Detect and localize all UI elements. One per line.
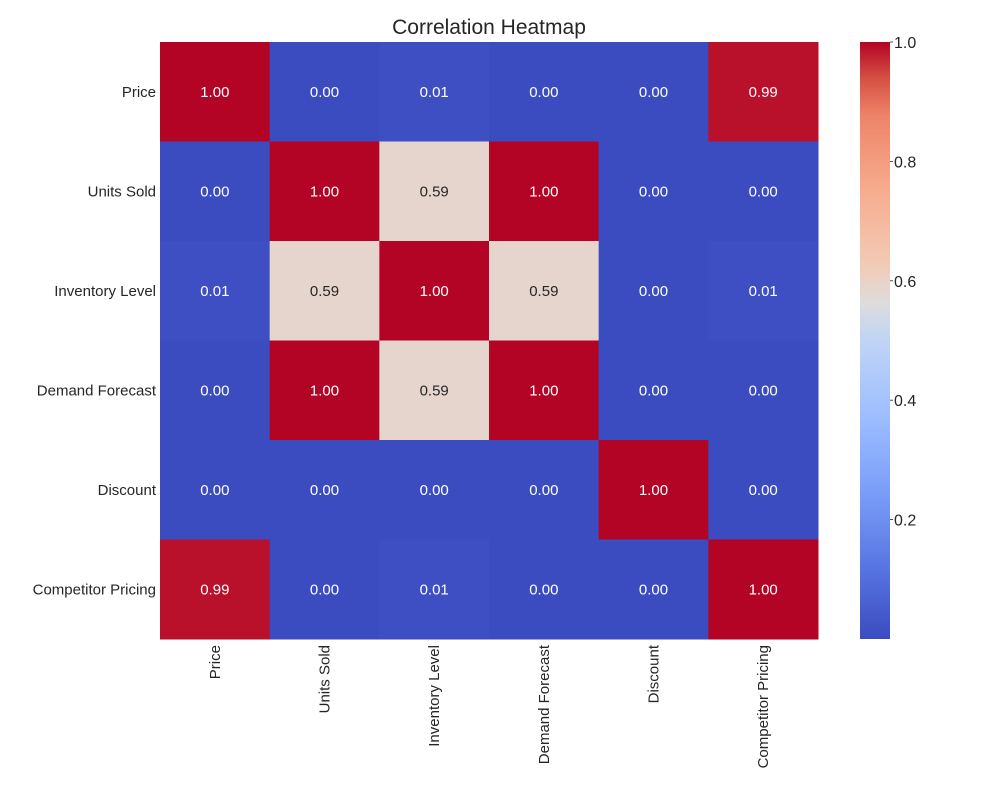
- heatmap-cell: [489, 440, 600, 540]
- heatmap-cell-value: 1.00: [749, 581, 778, 598]
- heatmap-cell: [489, 141, 600, 242]
- heatmap-cell-value: 0.00: [749, 382, 778, 399]
- heatmap-cell-value: 1.00: [639, 482, 668, 499]
- heatmap-cell: [269, 42, 380, 142]
- y-tick-label: Price: [122, 84, 156, 101]
- colorbar: [860, 42, 890, 639]
- heatmap-cell-value: 0.00: [420, 482, 449, 499]
- heatmap-cell-value: 0.00: [310, 84, 339, 101]
- colorbar-tick-label: 0.2: [894, 513, 916, 530]
- heatmap-cell-value: 0.00: [639, 382, 668, 399]
- heatmap-cell-value: 1.00: [310, 382, 339, 399]
- heatmap-cell-value: 0.00: [310, 581, 339, 598]
- colorbar-tick-label: 0.4: [894, 393, 916, 410]
- heatmap-cell-value: 0.01: [200, 283, 229, 300]
- heatmap-cell-value: 0.00: [639, 581, 668, 598]
- heatmap-cell: [598, 42, 709, 142]
- heatmap-cell: [160, 440, 271, 540]
- y-tick-label: Discount: [98, 482, 157, 499]
- heatmap-cell: [379, 141, 490, 242]
- heatmap-cell-value: 1.00: [529, 382, 558, 399]
- x-tick-label: Discount: [646, 644, 663, 703]
- heatmap-cell: [379, 42, 490, 142]
- heatmap-cell-value: 0.00: [529, 84, 558, 101]
- heatmap-cell-value: 0.00: [200, 382, 229, 399]
- heatmap-cell: [269, 539, 380, 640]
- heatmap-cell-value: 0.59: [310, 283, 339, 300]
- heatmap-cell-value: 0.00: [529, 581, 558, 598]
- heatmap-cell: [379, 241, 490, 341]
- heatmap-cell: [708, 241, 819, 341]
- heatmap-cell: [160, 340, 271, 441]
- heatmap-cell-value: 1.00: [529, 183, 558, 200]
- heatmap-cell-value: 0.01: [420, 581, 449, 598]
- heatmap-cell-value: 0.01: [420, 84, 449, 101]
- heatmap-cell-value: 0.00: [639, 183, 668, 200]
- heatmap-cell-value: 0.00: [749, 183, 778, 200]
- heatmap-cells: [160, 42, 819, 640]
- heatmap-cell-value: 0.00: [749, 482, 778, 499]
- x-axis-tick-labels: Price Units Sold Inventory Level Demand For…: [207, 644, 772, 768]
- y-tick-label: Inventory Level: [54, 283, 156, 300]
- heatmap-cell: [598, 440, 709, 540]
- heatmap-cell: [708, 340, 819, 441]
- heatmap-cell: [708, 42, 819, 142]
- heatmap-cell-value: 1.00: [200, 84, 229, 101]
- colorbar-ticks: 0.2 0.4 0.6 0.8 1.0: [890, 35, 916, 530]
- heatmap-cell: [160, 141, 271, 242]
- heatmap-cell: [598, 539, 709, 640]
- x-tick-label: Inventory Level: [426, 645, 443, 747]
- heatmap-cell: [379, 539, 490, 640]
- heatmap-cell-value: 0.00: [200, 482, 229, 499]
- y-tick-label: Units Sold: [88, 183, 156, 200]
- heatmap-cell: [489, 42, 600, 142]
- heatmap-cell: [269, 141, 380, 242]
- heatmap-cell-value: 0.00: [639, 283, 668, 300]
- heatmap-cell: [160, 42, 271, 142]
- heatmap-cell: [489, 539, 600, 640]
- heatmap-cell-value: 0.00: [639, 84, 668, 101]
- heatmap-cell-value: 1.00: [420, 283, 449, 300]
- heatmap-cell: [379, 340, 490, 441]
- heatmap-cell-value: 0.59: [420, 382, 449, 399]
- heatmap-cell-value: 0.59: [420, 183, 449, 200]
- heatmap-cell: [598, 241, 709, 341]
- heatmap-cell-value: 0.59: [529, 283, 558, 300]
- heatmap-cell-value: 0.99: [200, 581, 229, 598]
- heatmap-cell: [269, 241, 380, 341]
- colorbar-tick-label: 0.8: [894, 154, 916, 171]
- heatmap-cell-value: 0.00: [529, 482, 558, 499]
- x-tick-label: Units Sold: [317, 645, 334, 713]
- heatmap-cell-value: 0.00: [200, 183, 229, 200]
- y-tick-label: Demand Forecast: [37, 382, 157, 399]
- x-tick-label: Price: [207, 645, 224, 679]
- y-axis-tick-labels: Price Units Sold Inventory Level Demand For…: [33, 84, 157, 599]
- x-tick-label: Competitor Pricing: [755, 645, 772, 768]
- heatmap-cell-labels: 1.00 0.00 0.01 0.00 0.00 0.99 0.00 1.00 0.59 1.00…: [200, 84, 778, 599]
- heatmap-cell: [708, 440, 819, 540]
- heatmap-cell: [489, 241, 600, 341]
- colorbar-tick-label: 0.6: [894, 274, 916, 291]
- chart-title: Correlation Heatmap: [392, 16, 586, 39]
- heatmap-cell-value: 0.01: [749, 283, 778, 300]
- heatmap-cell: [708, 539, 819, 640]
- colorbar-tick-label: 1.0: [894, 35, 916, 52]
- heatmap-cell: [269, 340, 380, 441]
- y-tick-label: Competitor Pricing: [33, 581, 156, 598]
- heatmap-cell: [598, 141, 709, 242]
- x-tick-label: Demand Forecast: [536, 644, 553, 764]
- heatmap-cell: [708, 141, 819, 242]
- heatmap-cell-value: 1.00: [310, 183, 339, 200]
- heatmap-cell-value: 0.00: [310, 482, 339, 499]
- heatmap-cell-value: 0.99: [749, 84, 778, 101]
- heatmap-cell: [489, 340, 600, 441]
- heatmap-cell: [379, 440, 490, 540]
- heatmap-cell: [160, 241, 271, 341]
- heatmap-cell: [160, 539, 271, 640]
- heatmap-cell: [598, 340, 709, 441]
- heatmap-cell: [269, 440, 380, 540]
